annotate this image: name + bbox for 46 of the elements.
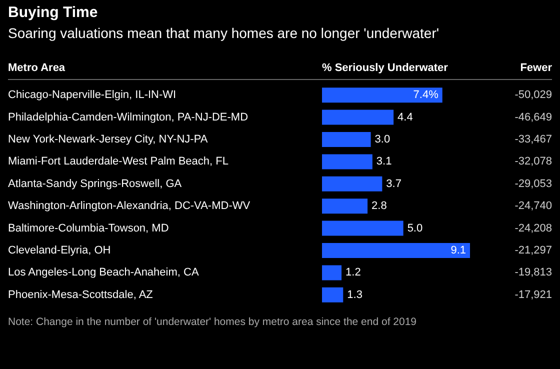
- data-label: -17,921: [514, 288, 552, 301]
- data-label: 9.1: [450, 244, 466, 256]
- y-axis-title: Metro Area: [8, 62, 66, 74]
- data-label: -29,053: [514, 178, 552, 190]
- data-label: -33,467: [514, 134, 552, 146]
- data-label: 7.4%: [413, 89, 439, 102]
- y-tick-label: Washington-Arlington-Alexandria, DC-VA-MD-WV: [8, 200, 251, 212]
- bar: [322, 132, 371, 147]
- y-tick-label: Phoenix-Mesa-Scottsdale, AZ: [8, 288, 154, 301]
- y-tick-label: Los Angeles-Long Beach-Anaheim, CA: [8, 266, 200, 279]
- data-label: -21,297: [514, 244, 552, 256]
- data-label: -19,813: [514, 266, 552, 279]
- data-label: -50,029: [514, 89, 552, 102]
- y-tick-label: Philadelphia-Camden-Wilmington, PA-NJ-DE-MD: [8, 111, 248, 124]
- data-label: 1.3: [347, 288, 362, 301]
- text: Note: Change in the number of 'underwater' homes by metro area since the end of 2019: [8, 316, 418, 329]
- bar: [322, 176, 382, 192]
- text: Buying Time: [8, 4, 98, 21]
- data-label: 1.2: [346, 266, 361, 279]
- text: Fewer: [520, 62, 552, 74]
- y-tick-label: Miami-Fort Lauderdale-West Palm Beach, FL: [8, 156, 228, 168]
- data-label: -32,078: [514, 156, 552, 168]
- bar: [322, 220, 404, 236]
- y-tick-label: New York-Newark-Jersey City, NY-NJ-PA: [8, 134, 208, 146]
- data-label: 4.4: [398, 111, 413, 124]
- bar: [322, 287, 344, 302]
- bar: [322, 154, 372, 170]
- y-tick-label: Atlanta-Sandy Springs-Roswell, GA: [8, 178, 182, 190]
- data-label: 5.0: [407, 222, 423, 234]
- bar: [322, 110, 394, 125]
- x-axis-title: % Seriously Underwater: [322, 62, 448, 74]
- bar: [322, 265, 342, 280]
- data-label: 3.1: [376, 156, 392, 168]
- y-tick-label: Baltimore-Columbia-Towson, MD: [8, 222, 169, 234]
- bar: [322, 88, 442, 103]
- data-label: 2.8: [372, 200, 387, 212]
- data-label: 3.0: [374, 134, 390, 146]
- data-label: -24,740: [514, 200, 552, 212]
- chart-subtitle: Soaring valuations mean that many homes are no longer 'underwater': [8, 25, 440, 41]
- bar: [322, 198, 368, 214]
- bar: [322, 243, 470, 258]
- data-label: -24,208: [514, 222, 552, 234]
- data-label: -46,649: [514, 111, 552, 124]
- y-tick-label: Chicago-Naperville-Elgin, IL-IN-WI: [8, 89, 176, 102]
- data-label: 3.7: [386, 178, 402, 190]
- y-tick-label: Cleveland-Elyria, OH: [8, 244, 111, 256]
